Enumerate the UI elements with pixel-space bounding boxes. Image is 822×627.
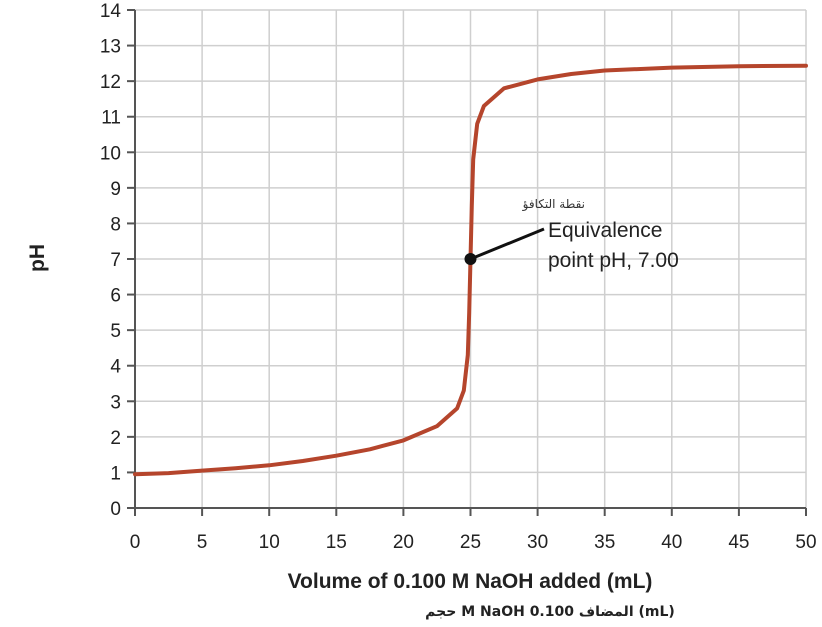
titration-curve xyxy=(133,63,808,477)
y-tick-label-9: 9 xyxy=(110,179,121,200)
equivalence-point-marker xyxy=(464,253,477,265)
x-tick-label-2: 10 xyxy=(259,532,280,553)
x-tick-label-1: 5 xyxy=(197,532,208,553)
x-tick-label-5: 25 xyxy=(460,532,481,553)
x-tick-label-6: 30 xyxy=(527,532,548,553)
y-tick-label-11: 11 xyxy=(101,108,121,129)
x-tick-label-10: 50 xyxy=(795,532,816,553)
grid-lines xyxy=(134,9,807,509)
y-tick-label-7: 7 xyxy=(110,250,121,271)
x-axis-label-secondary: (mL) المضاف 0.100 M NaOH حجم xyxy=(425,604,675,620)
y-tick-label-6: 6 xyxy=(110,286,121,307)
y-tick-label-1: 1 xyxy=(110,463,121,484)
annotation-leader-line xyxy=(469,227,545,261)
y-tick-label-2: 2 xyxy=(110,428,121,449)
annotation-label-line-2: point pH, 7.00 xyxy=(548,249,679,272)
y-tick-label-4: 4 xyxy=(110,357,121,378)
x-tick-label-8: 40 xyxy=(661,532,682,553)
x-tick-label-3: 15 xyxy=(326,532,347,553)
x-tick-label-9: 45 xyxy=(728,532,749,553)
y-tick-label-0: 0 xyxy=(110,499,121,520)
x-axis-ticks: 0 5 10 15 20 25 30 35 40 45 50 xyxy=(130,508,817,553)
x-axis-label: Volume of 0.100 M NaOH added (mL) xyxy=(288,570,653,593)
y-tick-label-14: 14 xyxy=(100,1,122,22)
x-tick-label-0: 0 xyxy=(130,532,141,553)
y-tick-label-8: 8 xyxy=(110,214,121,235)
annotation-arabic-label: نقطة التكافؤ xyxy=(522,197,585,212)
y-axis-label: pH xyxy=(26,244,49,272)
annotation-label-line-1: Equivalence xyxy=(548,219,662,242)
y-tick-label-3: 3 xyxy=(110,392,121,413)
x-tick-label-4: 20 xyxy=(393,532,414,553)
x-tick-label-7: 35 xyxy=(594,532,615,553)
y-tick-label-12: 12 xyxy=(100,72,121,93)
y-tick-label-5: 5 xyxy=(110,321,121,342)
y-tick-label-10: 10 xyxy=(100,143,121,164)
y-tick-label-13: 13 xyxy=(100,37,121,58)
